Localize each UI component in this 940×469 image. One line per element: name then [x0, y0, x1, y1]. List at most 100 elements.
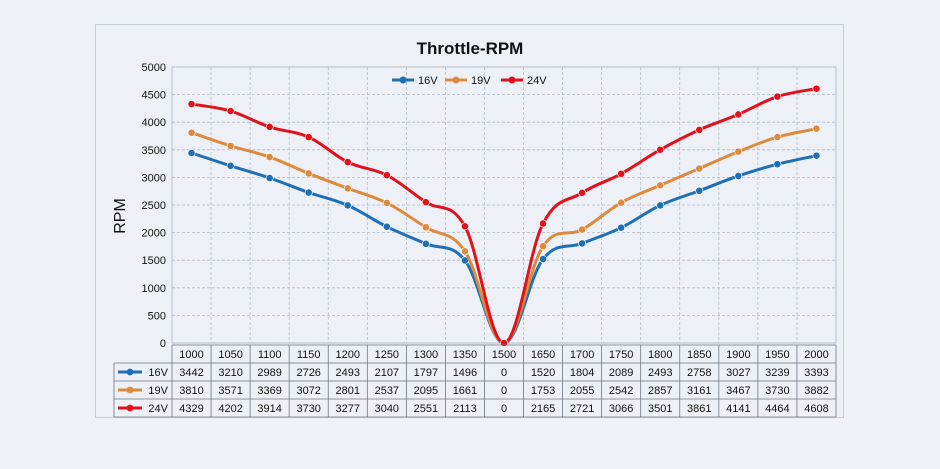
- table-cell-value: 3369: [257, 385, 281, 397]
- data-point-24V: [773, 92, 782, 101]
- y-tick-label: 3500: [142, 145, 166, 157]
- series-line-24V: [191, 87, 817, 345]
- table-cell-value: 3882: [804, 385, 828, 397]
- data-point-24V: [265, 123, 274, 131]
- table-cell-value: 2857: [648, 385, 672, 397]
- series-line-19V: [191, 127, 817, 345]
- x-category-label: 1700: [570, 349, 594, 361]
- y-tick-label: 2000: [142, 228, 166, 240]
- table-cell-value: 2542: [609, 385, 633, 397]
- y-tick-label: 2500: [142, 200, 166, 212]
- x-category-label: 1250: [375, 349, 399, 361]
- chart-panel: Throttle-RPM RPM 0 500 1000 1500 2000 2500 300…: [95, 24, 844, 418]
- data-point-16V: [812, 151, 821, 160]
- table-cell-value: 2801: [336, 385, 360, 397]
- data-point-16V: [695, 186, 704, 195]
- table-cell-value: 1804: [570, 367, 594, 379]
- data-point-24V: [382, 171, 391, 180]
- y-tick-label: 5000: [142, 62, 166, 74]
- table-cell-value: 3571: [218, 385, 242, 397]
- table-cell-value: 1661: [453, 385, 477, 397]
- y-axis-label: RPM: [112, 198, 129, 234]
- x-category-label: 1800: [648, 349, 672, 361]
- table-cell-value: 1797: [414, 367, 438, 379]
- y-tick-label: 500: [148, 310, 166, 322]
- table-cell-value: 4141: [726, 403, 750, 415]
- data-point-16V: [421, 239, 430, 248]
- data-table: 1000 1050 1100 1150 1200 1250 1300 1350 1500 1650…: [113, 344, 837, 418]
- data-point-19V: [812, 124, 821, 133]
- table-cell-value: 2537: [375, 385, 399, 397]
- table-cell-value: 3730: [296, 403, 320, 415]
- table-cell-value: 3730: [765, 385, 789, 397]
- table-cell-value: 0: [501, 367, 507, 379]
- table-cell-value: 3072: [296, 385, 320, 397]
- legend-label-19V: 19V: [471, 75, 491, 87]
- table-cell-value: 2055: [570, 385, 594, 397]
- data-point-24V: [656, 145, 665, 154]
- legend-marker-24V: [508, 76, 516, 84]
- table-cell-value: 2551: [414, 403, 438, 415]
- table-cell-value: 3210: [218, 367, 242, 379]
- table-cell-value: 3239: [765, 367, 789, 379]
- table-cell-value: 3467: [726, 385, 750, 397]
- table-row-label-24V: 24V: [148, 403, 168, 415]
- x-category-label: 1000: [179, 349, 203, 361]
- x-category-label: 2000: [804, 349, 828, 361]
- table-legend-marker-24V: [126, 404, 134, 412]
- y-tick-label: 3000: [142, 172, 166, 184]
- table-legend-marker-19V: [126, 386, 134, 394]
- y-tick-label: 1000: [142, 283, 166, 295]
- table-cell-value: 3027: [726, 367, 750, 379]
- table-row-label-19V: 19V: [148, 385, 168, 397]
- x-category-label: 1100: [258, 349, 282, 361]
- data-point-16V: [343, 201, 352, 210]
- y-axis-ticks: 0 500 1000 1500 2000 2500 3000 3500 4000 4500 5000: [142, 62, 166, 350]
- table-cell-value: 3501: [648, 403, 672, 415]
- x-category-label: 1900: [726, 349, 750, 361]
- table-cell-value: 1520: [531, 367, 555, 379]
- table-cell-value: 3393: [804, 367, 828, 379]
- x-category-label: 1300: [414, 349, 438, 361]
- legend-label-24V: 24V: [527, 75, 547, 87]
- table-cell-value: 0: [501, 385, 507, 397]
- data-point-16V: [382, 222, 391, 231]
- table-cell-value: 3277: [336, 403, 360, 415]
- data-point-19V: [304, 169, 313, 178]
- data-point-24V: [421, 198, 430, 207]
- data-point-19V: [773, 133, 782, 142]
- y-tick-label: 4000: [142, 117, 166, 129]
- table-cell-value: 2113: [453, 403, 477, 415]
- table-cell-value: 3861: [687, 403, 711, 415]
- x-category-label: 1200: [336, 349, 360, 361]
- table-cell-value: 1753: [531, 385, 555, 397]
- data-point-19V: [656, 181, 665, 190]
- data-point-16V: [265, 174, 274, 182]
- data-point-24V: [304, 133, 313, 142]
- table-cell-value: 2758: [687, 367, 711, 379]
- table-cell-value: 2095: [414, 385, 438, 397]
- legend-marker-19V: [452, 76, 460, 84]
- table-cell-value: 2493: [648, 367, 672, 379]
- x-category-label: 1750: [609, 349, 633, 361]
- data-point-19V: [617, 198, 626, 207]
- data-point-19V: [187, 128, 196, 137]
- x-category-label: 1950: [765, 349, 789, 361]
- y-tick-label: 0: [160, 338, 166, 350]
- x-category-label: 1050: [218, 349, 242, 361]
- data-point-19V: [539, 242, 547, 251]
- data-point-19V: [226, 141, 235, 150]
- table-cell-value: 4202: [218, 403, 242, 415]
- table-cell-value: 4608: [804, 403, 828, 415]
- data-point-24V: [343, 158, 352, 167]
- table-legend-marker-16V: [126, 368, 134, 376]
- data-point-24V: [578, 188, 587, 197]
- data-point-19V: [695, 164, 704, 173]
- data-point-16V: [656, 201, 665, 210]
- data-point-24V: [187, 100, 196, 108]
- x-category-label: 1500: [492, 349, 516, 361]
- data-point-16V: [773, 160, 782, 169]
- x-category-label: 1150: [297, 349, 321, 361]
- data-point-16V: [187, 149, 196, 157]
- data-point-16V: [578, 239, 587, 248]
